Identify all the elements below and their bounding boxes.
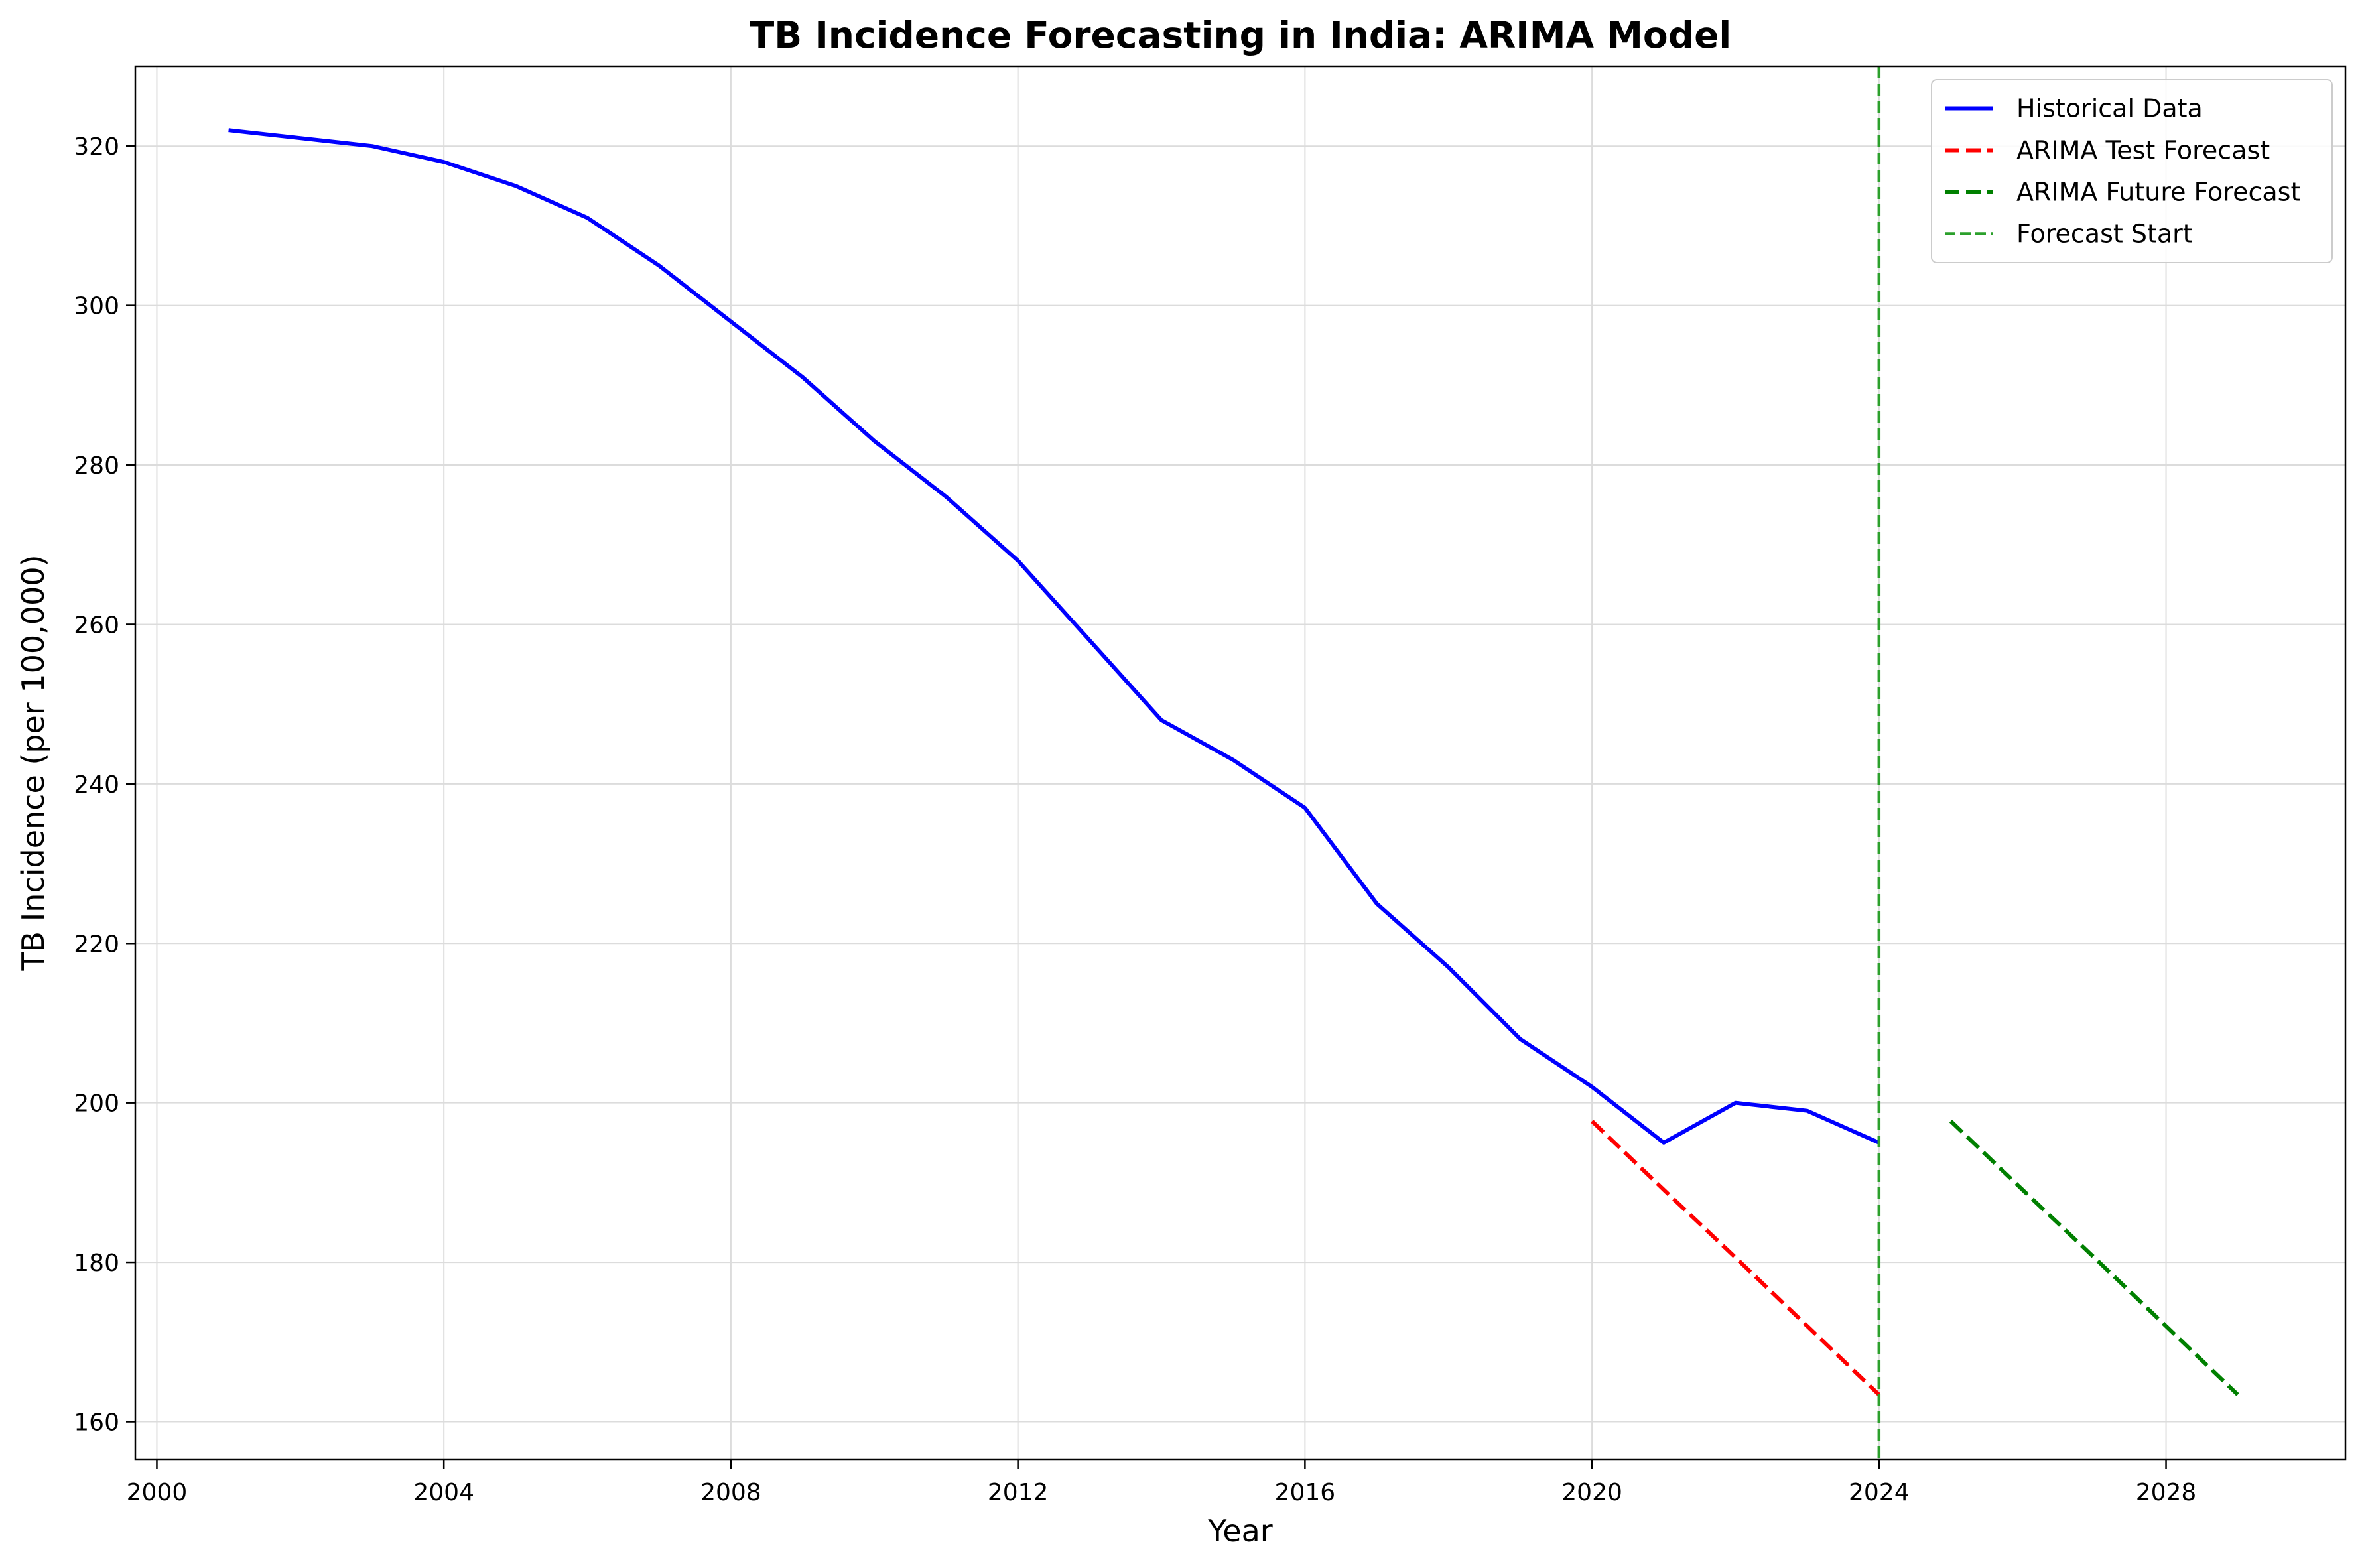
y-axis-label: TB Incidence (per 100,000) [15,555,51,971]
y-tick-label: 280 [74,452,119,480]
plot-frame [134,65,2347,1461]
y-tick-label: 180 [74,1250,119,1277]
x-tick-label: 2012 [988,1479,1049,1506]
x-tick-label: 2024 [1849,1479,1910,1506]
grid [135,66,2345,1459]
legend: Historical Data ARIMA Test Forecast ARIMA … [1931,79,2333,263]
plot-series [228,66,2239,1459]
chart-title: TB Incidence Forecasting in India: ARIMA… [750,14,1732,56]
legend-label: Historical Data [2016,94,2203,123]
y-tick-label: 260 [74,612,119,639]
y-tick-label: 240 [74,771,119,799]
legend-box [1931,79,2333,263]
y-tick-label: 160 [74,1409,119,1437]
series-line-1 [1591,1120,1880,1396]
y-tick-label: 220 [74,931,119,958]
x-tick-label: 2028 [2136,1479,2197,1506]
x-tick-label: 2004 [413,1479,474,1506]
y-tick-label: 200 [74,1090,119,1118]
legend-label: ARIMA Test Forecast [2016,136,2270,165]
x-tick-label: 2008 [700,1479,761,1506]
y-tick-label: 320 [74,133,119,161]
axis-ticks: 2000 2004 2008 2012 2016 2020 2024 2028 160 180 20… [74,133,2196,1506]
legend-label: ARIMA Future Forecast [2016,178,2300,207]
y-tick-label: 300 [74,293,119,320]
x-tick-label: 2000 [127,1479,188,1506]
series-line-2 [1949,1120,2239,1396]
x-axis-label: Year [1207,1513,1272,1549]
x-tick-label: 2020 [1561,1479,1622,1506]
x-tick-label: 2016 [1275,1479,1336,1506]
series-line-0 [228,128,1880,1145]
legend-label: Forecast Start [2016,220,2193,249]
